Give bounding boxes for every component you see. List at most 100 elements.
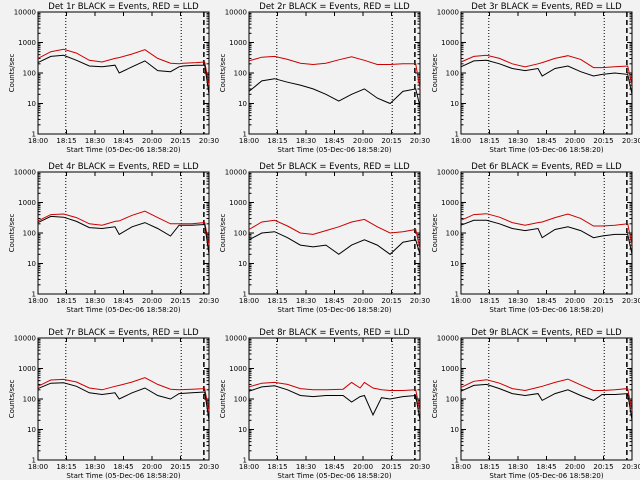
x-tick-label: 18:30 [85, 463, 105, 471]
x-tick-label: 18:30 [508, 463, 528, 471]
series-events-line [37, 215, 210, 255]
x-tick-label: 18:15 [479, 463, 499, 471]
x-tick-label: 20:15 [170, 297, 190, 305]
x-tick-label: 20:15 [170, 463, 190, 471]
x-tick-label: 20:30 [410, 137, 430, 145]
x-tick-label: 20:15 [593, 137, 613, 145]
series-events-line [248, 385, 421, 421]
x-tick-label: 18:15 [479, 137, 499, 145]
panel-title: Det 1r BLACK = Events, RED = LLD [48, 2, 199, 12]
x-tick-label: 20:30 [622, 297, 640, 305]
y-tick-label: 1 [243, 457, 247, 465]
y-tick-label: 100 [446, 396, 459, 404]
series-events-line [460, 219, 633, 255]
plot-frame [37, 171, 210, 295]
series-events-line [37, 382, 210, 421]
y-tick-label: 10 [27, 426, 36, 434]
x-tick-label: 20:15 [381, 297, 401, 305]
x-tick-label: 18:00 [451, 297, 471, 305]
y-tick-label: 100 [23, 70, 36, 78]
series-lld-line [248, 55, 421, 89]
x-tick-label: 18:00 [239, 137, 259, 145]
y-tick-label: 100 [23, 396, 36, 404]
panel-det-9: Det 9r BLACK = Events, RED = LLD 18:00 18:… [431, 328, 640, 480]
y-tick-label: 1 [455, 131, 459, 139]
x-tick-label: 20:30 [199, 137, 219, 145]
x-tick-label: 18:00 [28, 137, 48, 145]
series-events-line [460, 59, 633, 95]
x-tick-label: 20:30 [410, 297, 430, 305]
y-tick-label: 10000 [225, 169, 247, 177]
x-tick-label: 18:45 [536, 137, 556, 145]
x-tick-label: 20:15 [593, 463, 613, 471]
y-axis-label: Counts/sec [8, 54, 16, 93]
x-tick-label: 20:30 [622, 137, 640, 145]
x-tick-label: 18:15 [267, 137, 287, 145]
x-tick-label: 18:00 [239, 297, 259, 305]
x-axis-label: Start Time (05-Dec-06 18:58:20) [277, 472, 391, 480]
x-tick-label: 18:30 [296, 137, 316, 145]
panel-det-1: Det 1r BLACK = Events, RED = LLD 18:00 18:… [8, 2, 219, 154]
x-tick-label: 20:00 [565, 297, 585, 305]
x-tick-label: 18:15 [267, 463, 287, 471]
y-tick-label: 10000 [14, 9, 36, 17]
y-tick-label: 10 [238, 260, 247, 268]
y-tick-label: 1000 [229, 199, 247, 207]
x-axis-label: Start Time (05-Dec-06 18:58:20) [489, 472, 603, 480]
y-tick-label: 10 [450, 426, 459, 434]
x-tick-label: 18:45 [113, 137, 133, 145]
series-lld-line [37, 210, 210, 246]
x-tick-label: 18:45 [113, 297, 133, 305]
x-axis-label: Start Time (05-Dec-06 18:58:20) [66, 306, 180, 314]
series-events-line [37, 54, 210, 95]
x-tick-label: 20:00 [142, 463, 162, 471]
x-tick-label: 18:45 [324, 297, 344, 305]
y-tick-label: 10 [450, 260, 459, 268]
y-tick-label: 10000 [437, 335, 459, 343]
y-tick-label: 1 [243, 131, 247, 139]
x-tick-label: 18:00 [451, 463, 471, 471]
y-tick-label: 1 [243, 291, 247, 299]
x-tick-label: 18:45 [536, 463, 556, 471]
y-tick-label: 1 [455, 291, 459, 299]
series-lld-line [460, 378, 633, 412]
x-tick-label: 18:15 [479, 297, 499, 305]
x-tick-label: 20:15 [593, 297, 613, 305]
plot-frame [460, 171, 633, 295]
x-axis-label: Start Time (05-Dec-06 18:58:20) [66, 146, 180, 154]
panel-title: Det 4r BLACK = Events, RED = LLD [48, 162, 199, 172]
x-tick-label: 20:00 [565, 137, 585, 145]
x-tick-label: 18:15 [56, 463, 76, 471]
panel-title: Det 6r BLACK = Events, RED = LLD [471, 162, 622, 172]
panel-det-8: Det 8r BLACK = Events, RED = LLD 18:00 18:… [219, 328, 430, 480]
series-events-line [248, 78, 421, 107]
x-tick-label: 18:45 [536, 297, 556, 305]
y-axis-label: Counts/sec [219, 380, 227, 419]
x-axis-label: Start Time (05-Dec-06 18:58:20) [489, 146, 603, 154]
panel-det-5: Det 5r BLACK = Events, RED = LLD 18:00 18:… [219, 162, 430, 314]
panel-det-7: Det 7r BLACK = Events, RED = LLD 18:00 18:… [8, 328, 219, 480]
panel-title: Det 7r BLACK = Events, RED = LLD [48, 328, 199, 338]
y-tick-label: 1000 [18, 199, 36, 207]
series-lld-line [460, 54, 633, 86]
y-tick-label: 1000 [18, 39, 36, 47]
x-tick-label: 18:15 [56, 137, 76, 145]
x-tick-label: 20:30 [199, 463, 219, 471]
x-tick-label: 18:00 [451, 137, 471, 145]
plot-frame [37, 337, 210, 461]
x-tick-label: 20:30 [622, 463, 640, 471]
y-tick-label: 100 [234, 70, 247, 78]
y-axis-label: Counts/sec [8, 214, 16, 253]
x-tick-label: 18:30 [296, 297, 316, 305]
x-axis-label: Start Time (05-Dec-06 18:58:20) [66, 472, 180, 480]
panel-det-3: Det 3r BLACK = Events, RED = LLD 18:00 18:… [431, 2, 640, 154]
y-tick-label: 10 [27, 260, 36, 268]
x-tick-label: 20:00 [353, 137, 373, 145]
plot-frame [248, 337, 421, 461]
x-axis-label: Start Time (05-Dec-06 18:58:20) [277, 306, 391, 314]
y-axis-label: Counts/sec [431, 54, 439, 93]
x-tick-label: 20:15 [381, 137, 401, 145]
x-tick-label: 20:00 [565, 463, 585, 471]
y-axis-label: Counts/sec [431, 214, 439, 253]
